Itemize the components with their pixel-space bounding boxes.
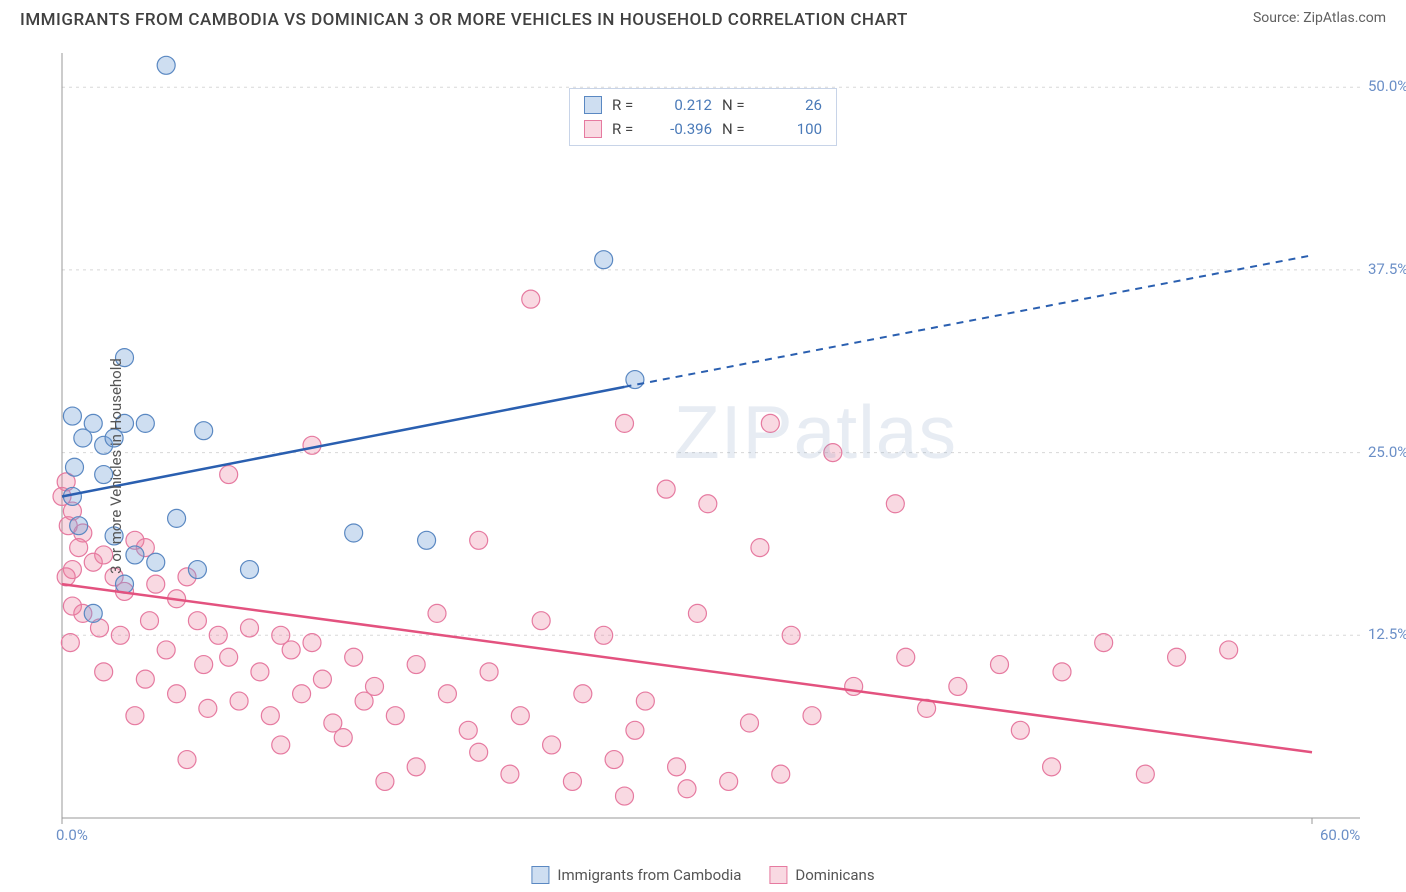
x-axis-tick-label: 60.0% (1320, 826, 1360, 844)
source-credit: Source: ZipAtlas.com (1253, 10, 1386, 26)
legend-r-label: R = (612, 117, 646, 141)
legend-row: R = -0.396 N = 100 (584, 117, 822, 141)
chart-container: 3 or more Vehicles in Household ZIPatlas… (0, 40, 1406, 892)
legend-swatch-pink (584, 120, 602, 138)
legend-swatch-blue (531, 866, 549, 884)
x-axis-tick-label: 0.0% (56, 826, 88, 844)
y-axis-label: 3 or more Vehicles in Household (107, 358, 125, 574)
chart-title: IMMIGRANTS FROM CAMBODIA VS DOMINICAN 3 … (20, 10, 908, 30)
legend-item: Dominicans (769, 866, 874, 884)
legend-n-value: 100 (766, 117, 822, 141)
legend-r-value: -0.396 (656, 117, 712, 141)
y-axis-tick-label: 50.0% (1368, 77, 1406, 95)
legend-r-value: 0.212 (656, 93, 712, 117)
legend-swatch-blue (584, 96, 602, 114)
legend-n-label: N = (722, 117, 756, 141)
legend-n-value: 26 (766, 93, 822, 117)
legend-label: Immigrants from Cambodia (557, 866, 741, 884)
y-axis-tick-label: 37.5% (1368, 260, 1406, 278)
legend-item: Immigrants from Cambodia (531, 866, 741, 884)
y-axis-tick-label: 25.0% (1368, 443, 1406, 461)
legend-swatch-pink (769, 866, 787, 884)
source-name: ZipAtlas.com (1303, 10, 1386, 26)
legend-label: Dominicans (795, 866, 874, 884)
source-label: Source: (1253, 10, 1303, 26)
legend-n-label: N = (722, 93, 756, 117)
scatter-plot (0, 40, 1406, 860)
legend-r-label: R = (612, 93, 646, 117)
correlation-legend: R = 0.212 N = 26 R = -0.396 N = 100 (569, 88, 837, 146)
series-legend: Immigrants from Cambodia Dominicans (531, 866, 874, 884)
legend-row: R = 0.212 N = 26 (584, 93, 822, 117)
y-axis-tick-label: 12.5% (1368, 625, 1406, 643)
header-bar: IMMIGRANTS FROM CAMBODIA VS DOMINICAN 3 … (0, 0, 1406, 30)
